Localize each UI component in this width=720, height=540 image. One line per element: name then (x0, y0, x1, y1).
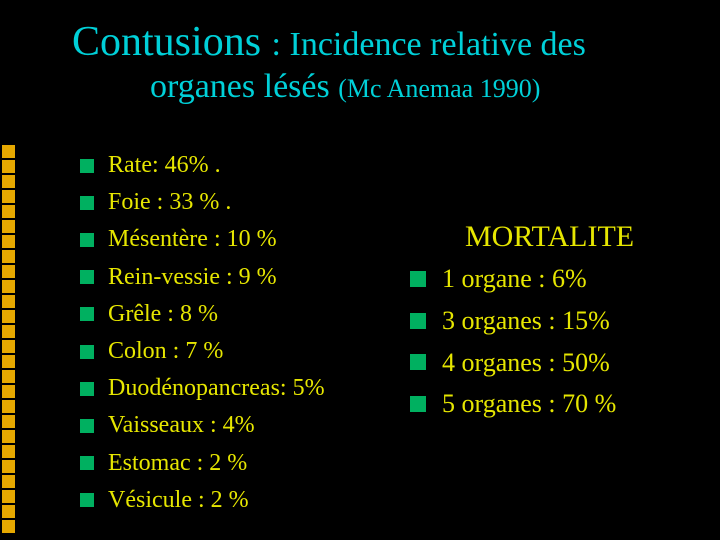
list-item-text: Colon : 7 % (108, 336, 223, 367)
list-item: Vésicule : 2 % (80, 485, 410, 516)
title-line2-main: organes lésés (150, 68, 338, 105)
square-bullet-icon (80, 270, 94, 284)
square-bullet-icon (410, 271, 426, 287)
list-item: Foie : 33 % . (80, 187, 410, 218)
mortality-item-text: 1 organe : 6% (442, 262, 587, 296)
list-item-text: Vésicule : 2 % (108, 485, 249, 516)
mortality-list: 1 organe : 6% 3 organes : 15% 4 organes : … (410, 262, 710, 421)
square-bullet-icon (80, 233, 94, 247)
mortality-item: 1 organe : 6% (410, 262, 710, 296)
title-line2-small: (Mc Anemaa 1990) (338, 74, 540, 103)
list-item: Rein-vessie : 9 % (80, 262, 410, 293)
square-bullet-icon (410, 396, 426, 412)
list-item-text: Rein-vessie : 9 % (108, 262, 277, 293)
square-bullet-icon (80, 196, 94, 210)
list-item-text: Vaisseaux : 4% (108, 410, 255, 441)
list-item-text: Mésentère : 10 % (108, 224, 277, 255)
mortality-item-text: 5 organes : 70 % (442, 387, 616, 421)
mortality-item: 5 organes : 70 % (410, 387, 710, 421)
list-item: Estomac : 2 % (80, 448, 410, 479)
slide: Contusions : Incidence relative des orga… (0, 0, 720, 540)
square-bullet-icon (410, 354, 426, 370)
list-item: Colon : 7 % (80, 336, 410, 367)
square-bullet-icon (80, 159, 94, 173)
square-bullet-icon (80, 456, 94, 470)
title-line1: Contusions : Incidence relative des (72, 18, 586, 66)
list-item-text: Duodénopancreas: 5% (108, 373, 325, 404)
columns: Rate: 46% . Foie : 33 % . Mésentère : 10 %… (0, 150, 720, 522)
square-bullet-icon (410, 313, 426, 329)
list-item: Rate: 46% . (80, 150, 410, 181)
square-bullet-icon (80, 345, 94, 359)
square-bullet-icon (80, 382, 94, 396)
decor-square-icon (2, 520, 15, 533)
list-item-text: Foie : 33 % . (108, 187, 231, 218)
title-line2: organes lésés (Mc Anemaa 1990) (150, 68, 540, 106)
square-bullet-icon (80, 307, 94, 321)
mortality-item: 3 organes : 15% (410, 304, 710, 338)
list-item: Vaisseaux : 4% (80, 410, 410, 441)
list-item-text: Estomac : 2 % (108, 448, 247, 479)
mortality-item: 4 organes : 50% (410, 346, 710, 380)
mortality-title: MORTALITE (465, 220, 710, 254)
list-item: Mésentère : 10 % (80, 224, 410, 255)
title-rest: : Incidence relative des (272, 26, 586, 63)
list-item-text: Grêle : 8 % (108, 299, 218, 330)
square-bullet-icon (80, 493, 94, 507)
mortality-item-text: 4 organes : 50% (442, 346, 610, 380)
right-column: MORTALITE 1 organe : 6% 3 organes : 15% 4 … (410, 150, 710, 522)
list-item: Duodénopancreas: 5% (80, 373, 410, 404)
square-bullet-icon (80, 419, 94, 433)
left-column: Rate: 46% . Foie : 33 % . Mésentère : 10 %… (0, 150, 410, 522)
list-item-text: Rate: 46% . (108, 150, 221, 181)
mortality-item-text: 3 organes : 15% (442, 304, 610, 338)
list-item: Grêle : 8 % (80, 299, 410, 330)
title-strong: Contusions (72, 19, 272, 65)
